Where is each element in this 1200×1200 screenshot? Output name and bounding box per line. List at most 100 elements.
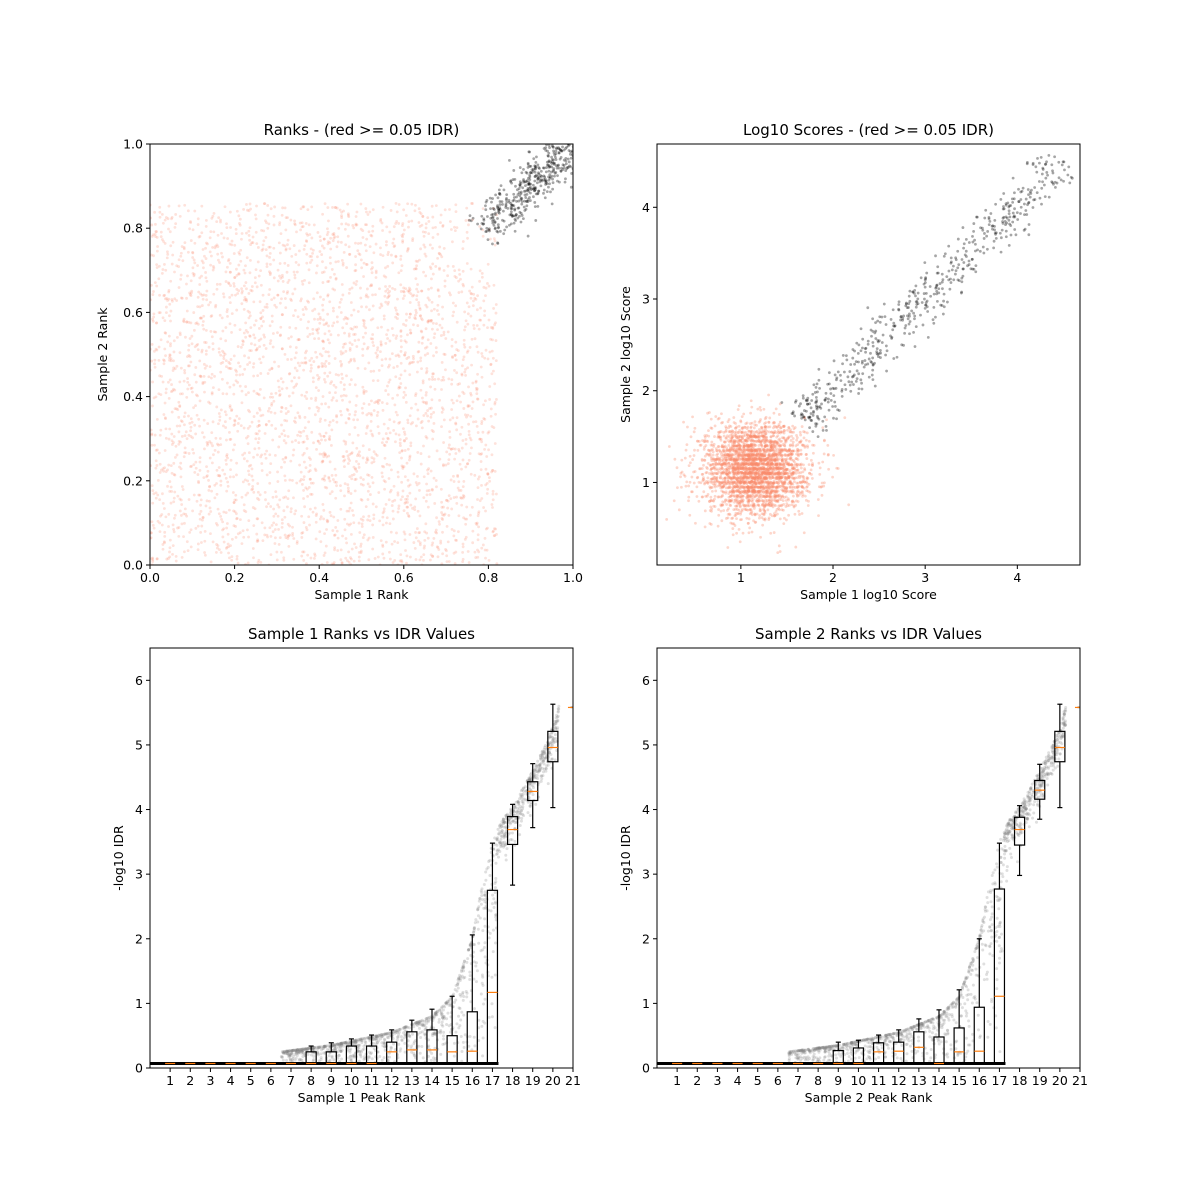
point-red <box>300 531 304 535</box>
point-red <box>376 402 380 405</box>
point-black <box>501 203 504 206</box>
point-black <box>502 188 506 192</box>
point-black <box>497 208 500 212</box>
point-red <box>289 297 293 301</box>
point-red <box>303 356 307 360</box>
point-red <box>466 312 470 316</box>
point-black <box>498 208 502 211</box>
point-red <box>399 361 403 365</box>
point-red <box>491 492 495 496</box>
point-red <box>172 496 176 500</box>
point-red <box>304 361 308 365</box>
point-red <box>207 345 211 349</box>
point-red <box>754 463 757 467</box>
point-red <box>470 337 474 341</box>
point-red <box>286 435 290 438</box>
point-red <box>491 530 495 534</box>
point-red <box>197 480 200 483</box>
point-red <box>382 317 386 321</box>
point-red <box>440 326 444 330</box>
point-red <box>431 437 435 441</box>
point-red <box>233 243 237 247</box>
point-black <box>519 211 523 215</box>
point-red <box>495 562 499 565</box>
point-black <box>497 192 501 196</box>
point-red <box>352 465 356 469</box>
point-red <box>312 297 316 301</box>
point-red <box>371 481 375 485</box>
point-black <box>514 184 517 188</box>
point-red <box>423 245 427 249</box>
point-red <box>386 337 389 340</box>
point-red <box>386 302 390 306</box>
point-red <box>351 441 355 445</box>
point-black <box>491 212 495 216</box>
point-red <box>178 509 182 513</box>
point-red <box>247 464 251 468</box>
point-red <box>302 429 306 433</box>
point-red <box>334 260 338 264</box>
point-red <box>366 213 370 216</box>
point-black <box>563 180 567 184</box>
point-red <box>756 435 760 439</box>
point-red <box>194 460 198 464</box>
point-red <box>365 223 368 227</box>
point-red <box>187 383 191 387</box>
point-red <box>249 326 253 330</box>
point-red <box>171 389 174 393</box>
point-red <box>234 493 238 497</box>
point-red <box>483 548 487 552</box>
point-red <box>382 465 386 469</box>
point-red <box>263 490 267 494</box>
point-red <box>717 508 720 511</box>
point-red <box>340 362 344 366</box>
point-red <box>326 227 329 231</box>
point-red <box>427 377 431 381</box>
point-red <box>185 320 189 324</box>
point-red <box>364 389 368 393</box>
point-black <box>497 208 501 212</box>
point-red <box>688 480 692 484</box>
point-red <box>407 484 410 488</box>
point-red <box>359 551 363 555</box>
point-red <box>241 339 245 343</box>
point-red <box>423 530 427 534</box>
point-red <box>264 423 268 427</box>
point-red <box>406 202 410 206</box>
point-red <box>748 526 752 530</box>
point-red <box>171 253 175 257</box>
point-red <box>405 461 409 465</box>
point-black <box>528 199 532 202</box>
point-red <box>340 258 344 262</box>
point-black <box>513 229 517 233</box>
point-red <box>336 320 339 324</box>
point-red <box>448 452 452 456</box>
point-red <box>291 391 295 395</box>
point-red <box>315 447 318 451</box>
point-black <box>523 180 527 184</box>
point-red <box>318 420 322 423</box>
point-red <box>361 536 365 539</box>
point-red <box>379 246 382 250</box>
point-red <box>328 241 332 245</box>
point-red <box>480 271 484 275</box>
point-black <box>558 180 561 184</box>
point-red <box>422 270 425 274</box>
point-red <box>200 316 204 320</box>
point-black <box>566 166 570 169</box>
point-red <box>467 561 471 564</box>
point-red <box>359 517 363 521</box>
point-black <box>535 181 539 185</box>
point-black <box>562 148 566 152</box>
point-red <box>424 499 428 503</box>
point-red <box>477 510 481 514</box>
point-red <box>159 393 163 397</box>
point-red <box>405 505 409 509</box>
point-red <box>460 496 463 500</box>
point-red <box>216 258 220 262</box>
point-red <box>462 407 466 410</box>
point-black <box>509 222 513 226</box>
point-red <box>386 393 390 396</box>
point-red <box>354 241 357 245</box>
point-red <box>353 413 357 417</box>
